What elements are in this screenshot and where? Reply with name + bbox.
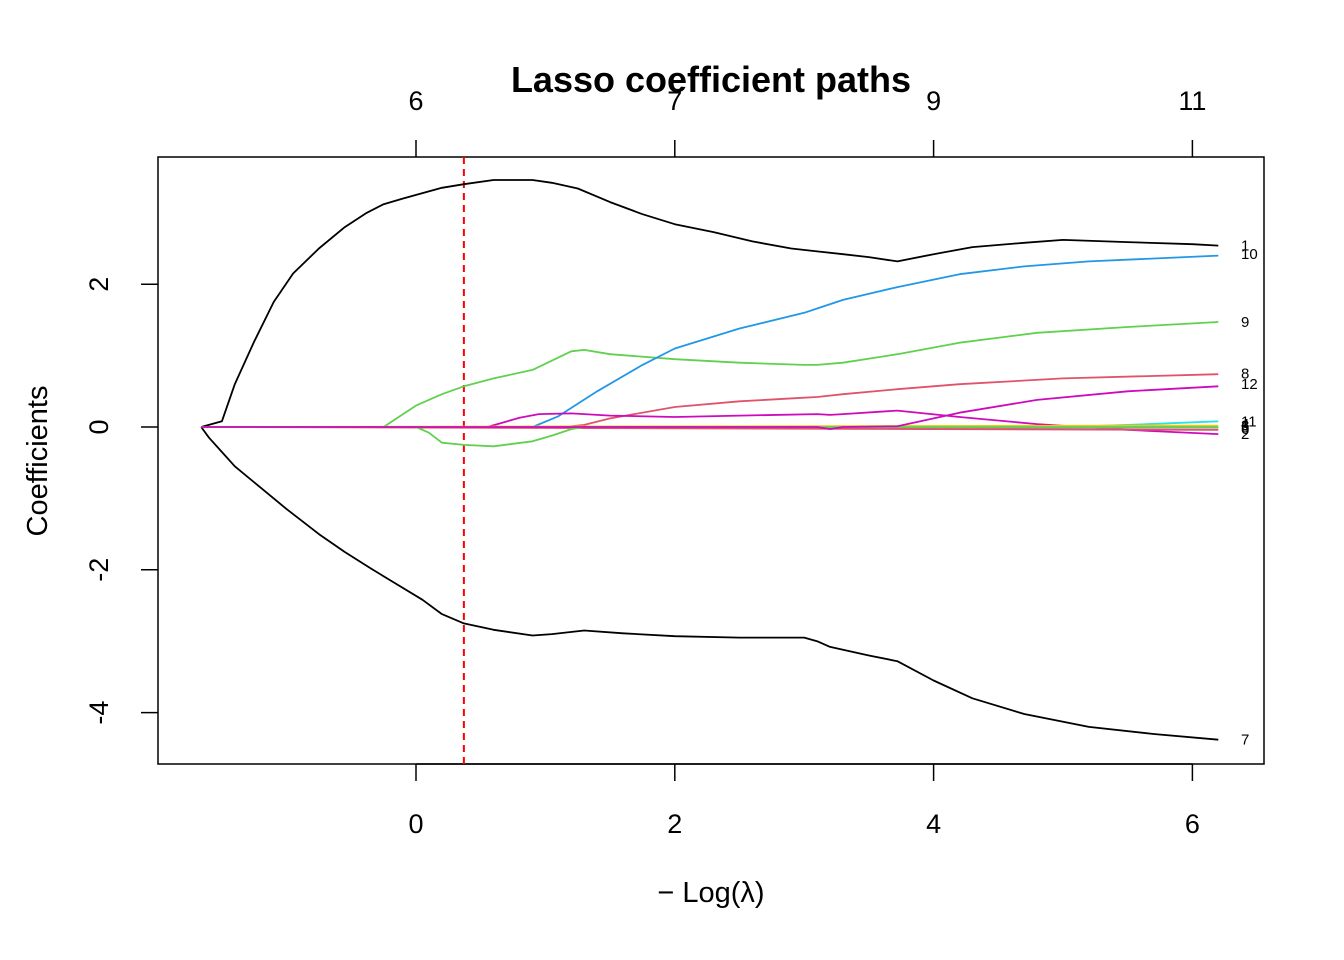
end-label-9: 9 <box>1241 314 1249 331</box>
series-line-3 <box>201 321 1219 428</box>
plot-frame <box>157 156 1265 765</box>
end-label-4: 4 <box>1241 416 1249 433</box>
top-tick-label: 9 <box>926 86 941 116</box>
series-line-2 <box>201 373 1219 428</box>
series-line-6 <box>201 409 1219 435</box>
end-label-12: 12 <box>1241 376 1258 393</box>
x-tick-label: 4 <box>926 809 941 839</box>
series-line-4 <box>201 254 1219 428</box>
top-tick-label: 11 <box>1178 86 1206 116</box>
top-tick-label: 6 <box>408 86 423 116</box>
end-label-2: 2 <box>1241 426 1249 443</box>
x-tick-label: 2 <box>667 809 682 839</box>
x-tick-label: 6 <box>1185 809 1200 839</box>
y-tick-label: -4 <box>84 701 114 725</box>
x-axis-label: − Log(λ) <box>657 877 764 909</box>
end-label-6: 6 <box>1241 421 1249 438</box>
top-tick-label: 7 <box>667 86 682 116</box>
y-axis-label: Coefficients <box>22 386 54 537</box>
x-tick-label: 0 <box>408 809 423 839</box>
end-label-7: 7 <box>1241 732 1249 749</box>
end-label-8: 8 <box>1241 365 1249 382</box>
series-line-1 <box>200 179 1219 428</box>
end-label-10: 10 <box>1241 246 1258 263</box>
y-tick-label: 0 <box>84 419 114 434</box>
end-label-1: 1 <box>1241 238 1249 255</box>
series-line-12 <box>201 385 1219 430</box>
end-label-3: 3 <box>1241 418 1249 435</box>
y-tick-label: 2 <box>84 277 114 292</box>
end-label-11: 11 <box>1241 413 1257 430</box>
y-tick-label: -2 <box>84 558 114 582</box>
chart-title: Lasso coefficient paths <box>511 59 911 100</box>
end-label-5: 5 <box>1241 420 1249 437</box>
series-line-9 <box>200 426 1219 741</box>
series-line-11 <box>201 426 1219 448</box>
